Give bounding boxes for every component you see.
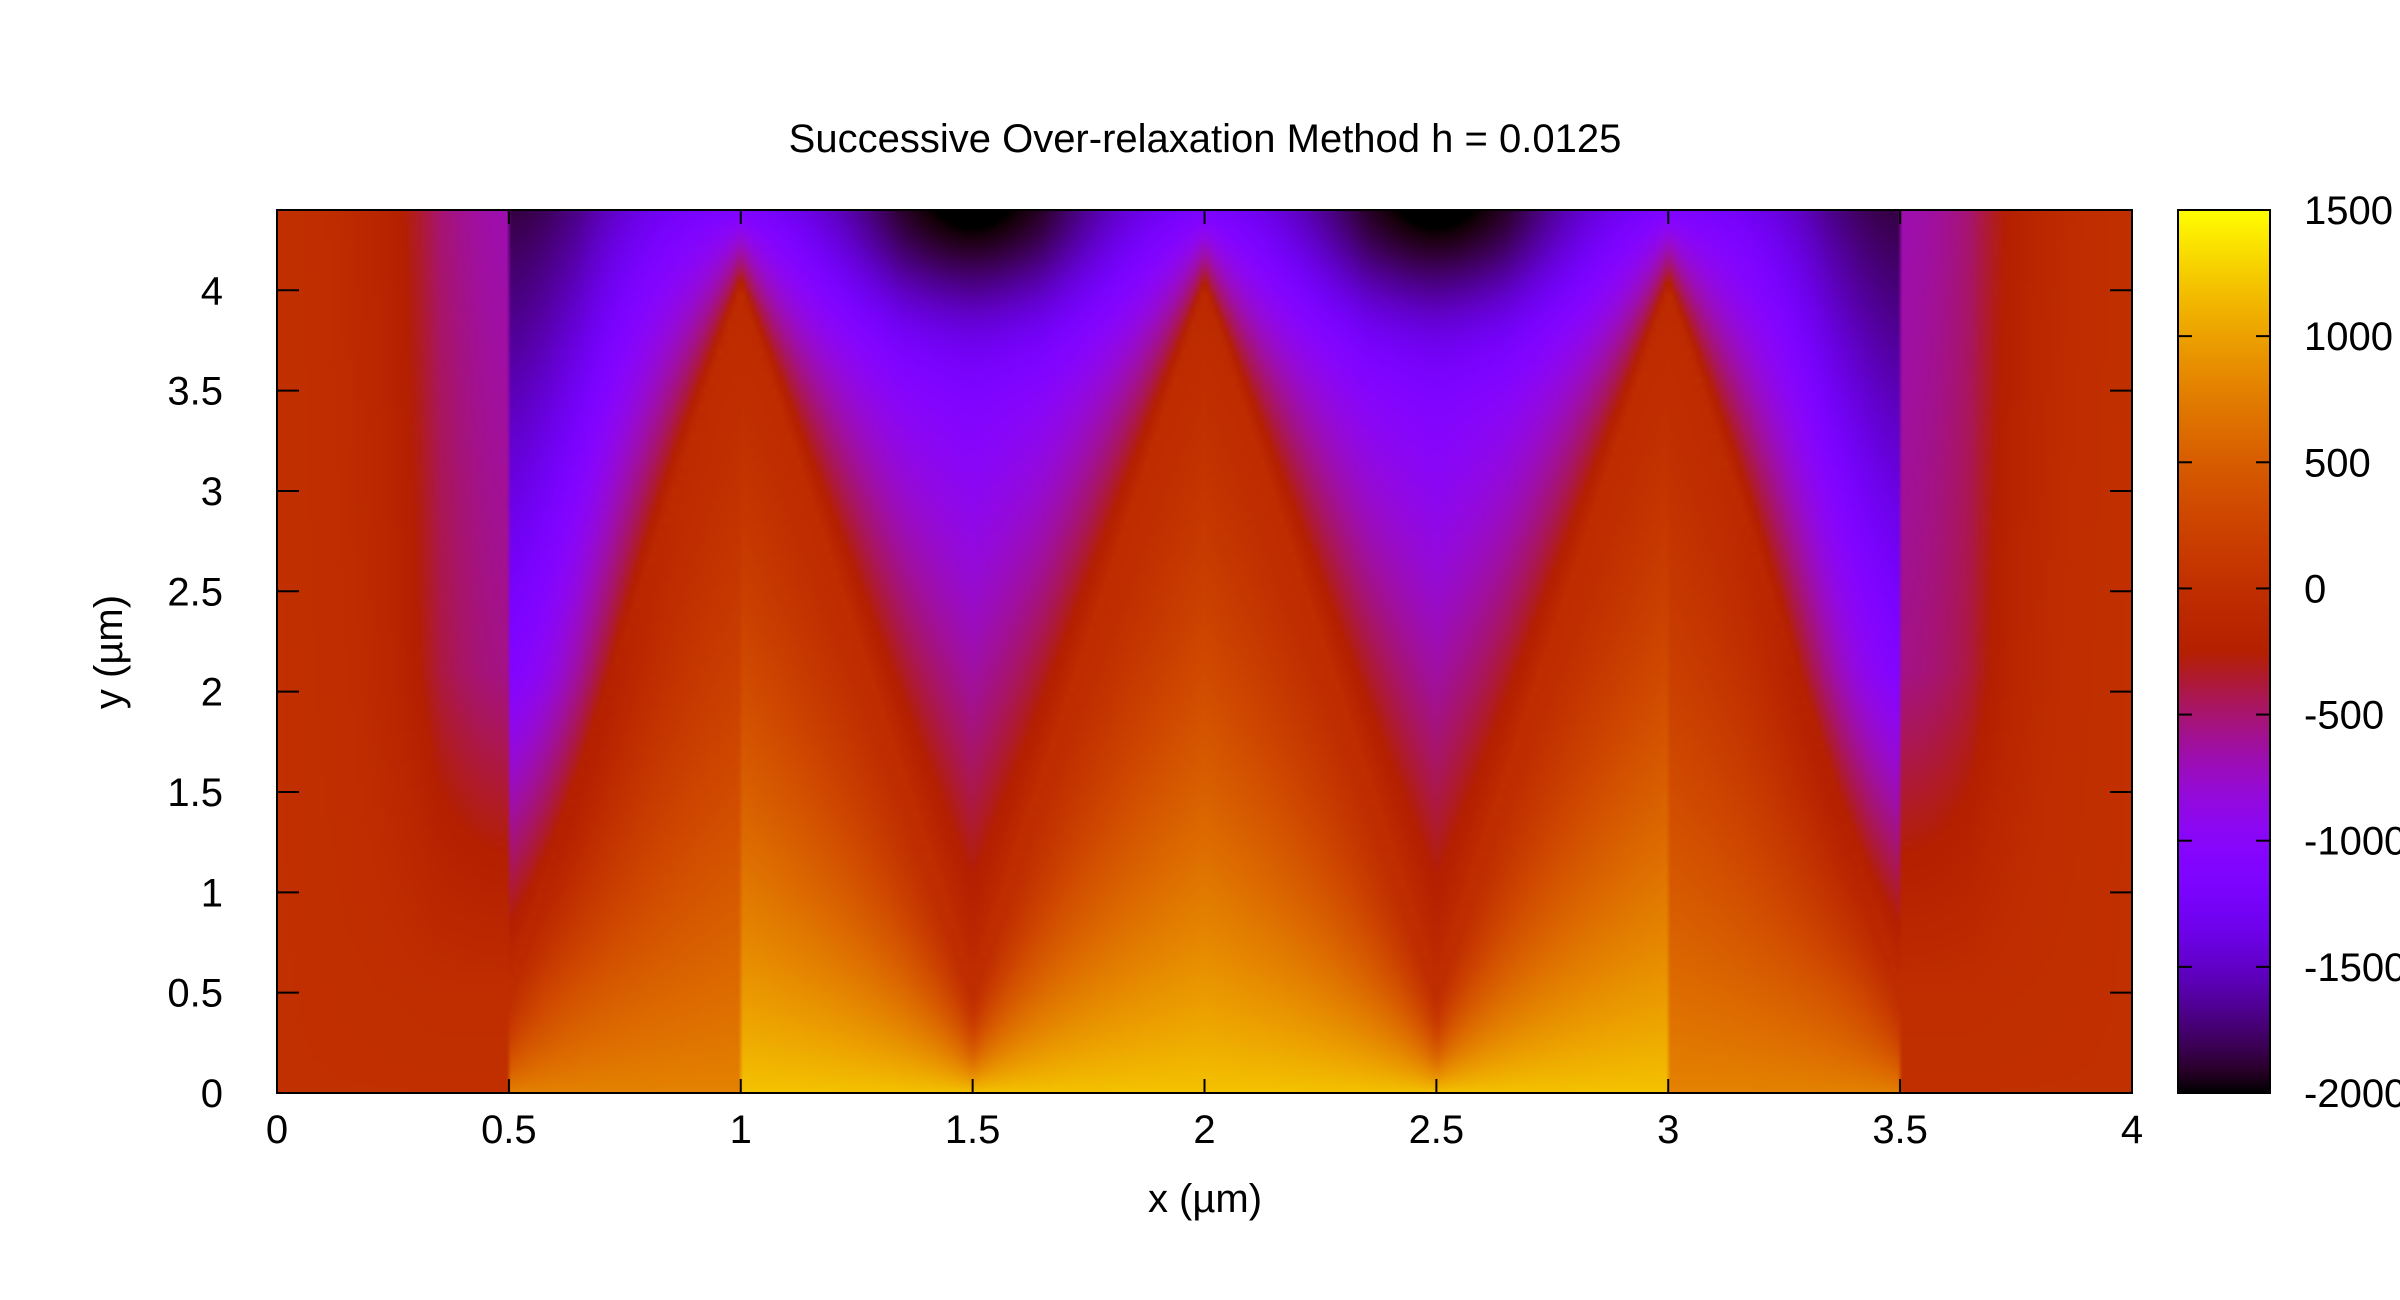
colorbar-tick-label: 500 [2304,441,2371,485]
x-axis-label: x (µm) [1148,1177,1262,1221]
x-axis: 0 0.5 1 1.5 2 2.5 3 3.5 4 [266,210,2143,1152]
colorbar-tick-label: -1500 [2304,946,2400,990]
chart-title: Successive Over-relaxation Method h = 0.… [789,117,1622,161]
y-tick-label: 3 [201,470,223,514]
x-tick-label: 3.5 [1872,1108,1928,1152]
colorbar-tick-label: 1000 [2304,315,2393,359]
colorbar-scale [2177,209,2271,1094]
y-tick-label: 3.5 [167,370,223,414]
colorbar-ticks: 1500 1000 500 0 -500 -1000 -1500 -2000 [2178,189,2400,1116]
y-tick-label: 1.5 [167,771,223,815]
colorbar-tick-label: 1500 [2304,189,2393,233]
colorbar-tick-label: -2000 [2304,1072,2400,1116]
colorbar-tick-label: 0 [2304,567,2326,611]
y-tick-label: 1 [201,871,223,915]
colorbar-tick-label: -500 [2304,694,2384,738]
x-tick-label: 1 [730,1108,752,1152]
y-axis-label: y (µm) [87,595,131,709]
x-tick-label: 4 [2121,1108,2143,1152]
x-tick-label: 0 [266,1108,288,1152]
y-tick-label: 4 [201,269,223,313]
colorbar: 1500 1000 500 0 -500 -1000 -1500 -2000 [2177,189,2400,1116]
plot-area [276,209,2133,1094]
y-tick-label: 2 [201,671,223,715]
x-tick-label: 0.5 [481,1108,537,1152]
heatmap-surface [277,210,2132,1093]
x-tick-label: 2 [1193,1108,1215,1152]
x-tick-label: 3 [1657,1108,1679,1152]
x-tick-label: 2.5 [1409,1108,1465,1152]
x-tick-label: 1.5 [945,1108,1001,1152]
colorbar-tick-label: -1000 [2304,820,2400,864]
y-tick-label: 0 [201,1072,223,1116]
y-tick-label: 2.5 [167,570,223,614]
y-tick-label: 0.5 [167,972,223,1016]
y-axis: 0 0.5 1 1.5 2 2.5 3 3.5 4 [167,269,2132,1116]
